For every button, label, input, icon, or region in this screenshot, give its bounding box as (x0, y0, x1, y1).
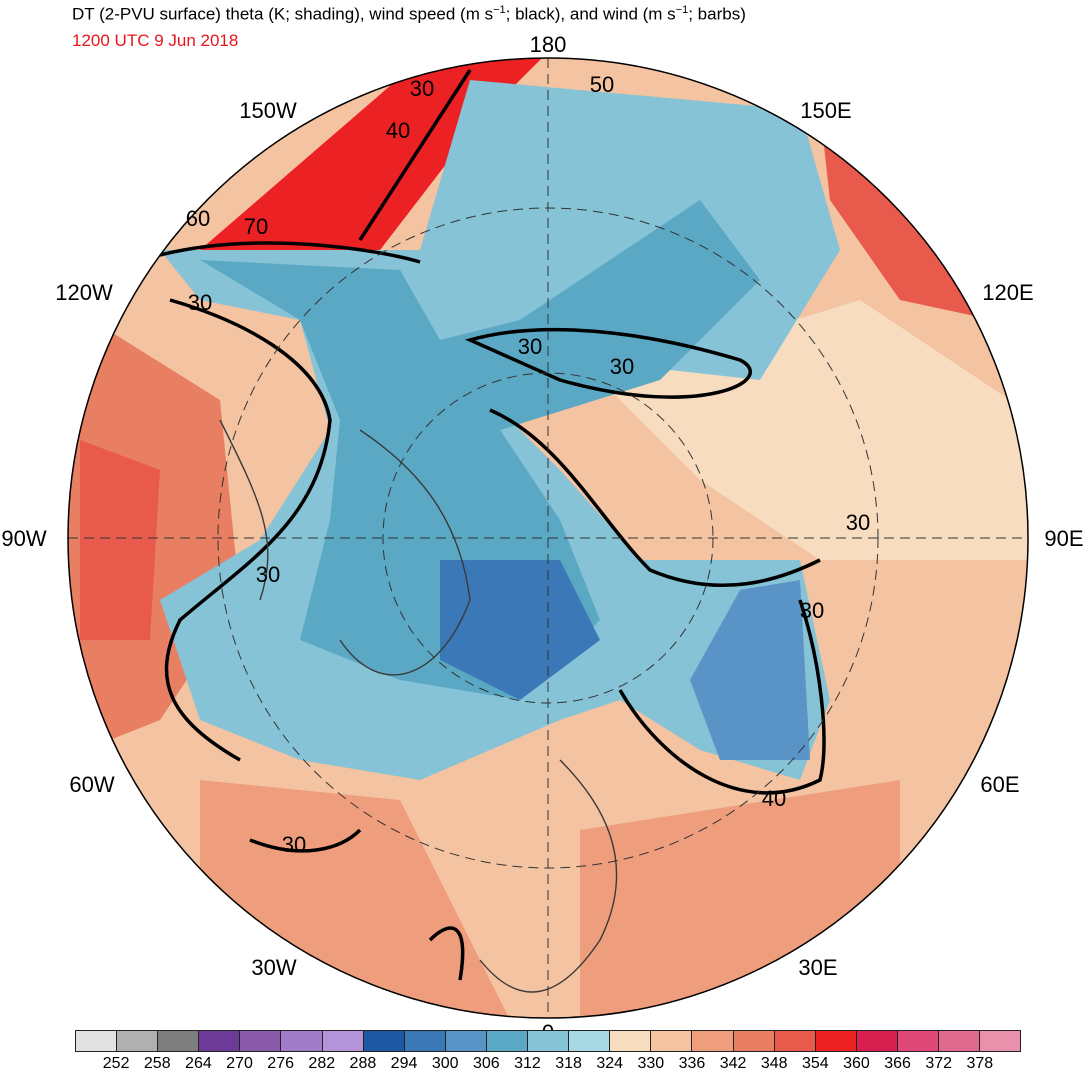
lon-label-120e: 120E (982, 280, 1033, 305)
contour-label-70: 70 (244, 214, 268, 239)
colorbar-segment (281, 1031, 323, 1051)
theta-field-cold-scandinavia (690, 580, 810, 760)
colorbar-segment (897, 1031, 939, 1051)
colorbar-segment (774, 1031, 816, 1051)
colorbar-segment (445, 1031, 487, 1051)
colorbar-segment (486, 1031, 529, 1051)
contour-label-30: 30 (610, 354, 634, 379)
colorbar-segment (733, 1031, 775, 1051)
map-valid-time: 1200 UTC 9 Jun 2018 (72, 31, 239, 50)
colorbar-tick-label: 318 (555, 1055, 582, 1072)
latitude-circle-inner (382, 372, 714, 704)
contour-label-30: 30 (800, 598, 824, 623)
contour-label-30: 30 (410, 76, 434, 101)
colorbar-tick-label: 312 (514, 1055, 541, 1072)
colorbar-segment (76, 1031, 118, 1051)
contour-jet-america (164, 298, 332, 762)
lon-label-60e: 60E (980, 772, 1019, 797)
contour-label-50: 50 (590, 72, 614, 97)
lon-label-180: 180 (530, 32, 567, 57)
contour-label-30: 30 (282, 832, 306, 857)
contour-label-30: 30 (256, 562, 280, 587)
coastline-greenland (339, 429, 471, 676)
contour-label-60: 60 (186, 206, 210, 231)
wind-speed-contours (159, 69, 826, 981)
contour-label-30: 30 (188, 290, 212, 315)
colorbar-tick-label: 324 (596, 1055, 624, 1072)
colorbar-segment (692, 1031, 734, 1051)
colorbar-tick-label: 294 (390, 1055, 418, 1072)
theta-field-hottest-us (80, 440, 160, 640)
colorbar-tick-label: 348 (760, 1055, 788, 1072)
lon-label-150e: 150E (800, 98, 851, 123)
colorbar-tick-label: 276 (267, 1055, 294, 1072)
contour-jet-atlantic (249, 828, 362, 853)
colorbar-segment (117, 1031, 159, 1051)
lon-label-90e: 90E (1044, 526, 1083, 551)
colorbar-tick-label: 378 (966, 1055, 994, 1072)
contour-jet-siberia (464, 327, 752, 399)
longitude-labels: 180 150E 120E 90E 60E 30E 0 30W 60W 90W … (1, 32, 1083, 1045)
theta-field-colder (200, 200, 760, 700)
contour-label-30: 30 (518, 334, 542, 359)
lon-label-90w: 90W (1, 526, 46, 551)
coastline-europe (479, 759, 618, 993)
colorbar-tick-label: 258 (143, 1055, 171, 1072)
colorbar-segment (240, 1031, 282, 1051)
colorbar-tick-label: 372 (925, 1055, 953, 1072)
map-boundary (67, 57, 1029, 1019)
colorbar-segment (158, 1031, 200, 1051)
colorbar-segment (569, 1031, 611, 1051)
colorbar-segment (938, 1031, 981, 1051)
colorbar-segment (856, 1031, 898, 1051)
contour-label-30: 30 (846, 510, 870, 535)
contour-jet-europe (428, 926, 465, 981)
colorbar-segment (199, 1031, 241, 1051)
colorbar-tick-label: 366 (884, 1055, 911, 1072)
coastlines (219, 419, 618, 993)
theta-field-coldest-greenland (440, 560, 600, 700)
contour-jet-pacific (159, 241, 421, 264)
contour-labels: 30 40 50 60 70 30 30 30 30 30 30 40 30 (186, 72, 870, 857)
coastline-hudson (219, 419, 269, 601)
theta-colorbar-labels: 252 258 264 270 276 282 288 294 300 306 312 318 324 3… (75, 1055, 1021, 1075)
latitude-circle-outer (217, 207, 879, 869)
lon-label-120w: 120W (55, 280, 113, 305)
lon-label-30w: 30W (251, 955, 296, 980)
colorbar-tick-label: 354 (801, 1055, 829, 1072)
colorbar-tick-label: 288 (349, 1055, 377, 1072)
colorbar-tick-label: 336 (678, 1055, 706, 1072)
lon-label-60w: 60W (69, 772, 114, 797)
colorbar-tick-label: 282 (308, 1055, 336, 1072)
colorbar-segment (404, 1031, 446, 1051)
graticule (68, 58, 1028, 1018)
colorbar-segment (528, 1031, 570, 1051)
colorbar-segment (610, 1031, 652, 1051)
colorbar-segment (651, 1031, 693, 1051)
colorbar-tick-label: 264 (185, 1055, 212, 1072)
theta-colorbar (75, 1030, 1021, 1052)
lon-label-150w: 150W (239, 98, 297, 123)
colorbar-tick-label: 330 (637, 1055, 665, 1072)
contour-label-40: 40 (386, 118, 410, 143)
contour-jet-alaska (358, 69, 472, 241)
lon-label-30e: 30E (798, 955, 837, 980)
colorbar-tick-label: 342 (719, 1055, 747, 1072)
contour-label-40: 40 (762, 786, 786, 811)
map-title: DT (2-PVU surface) theta (K; shading), w… (72, 4, 746, 24)
colorbar-tick-label: 270 (226, 1055, 253, 1072)
colorbar-segment (322, 1031, 364, 1051)
colorbar-segment (815, 1031, 857, 1051)
colorbar-segment (363, 1031, 405, 1051)
colorbar-tick-label: 300 (431, 1055, 459, 1072)
colorbar-segment (980, 1031, 1021, 1051)
contour-jet-scandinavia (618, 599, 826, 795)
colorbar-tick-label: 306 (472, 1055, 500, 1072)
contour-jet-russia (489, 408, 821, 588)
colorbar-tick-label: 252 (102, 1055, 130, 1072)
colorbar-tick-label: 360 (843, 1055, 870, 1072)
